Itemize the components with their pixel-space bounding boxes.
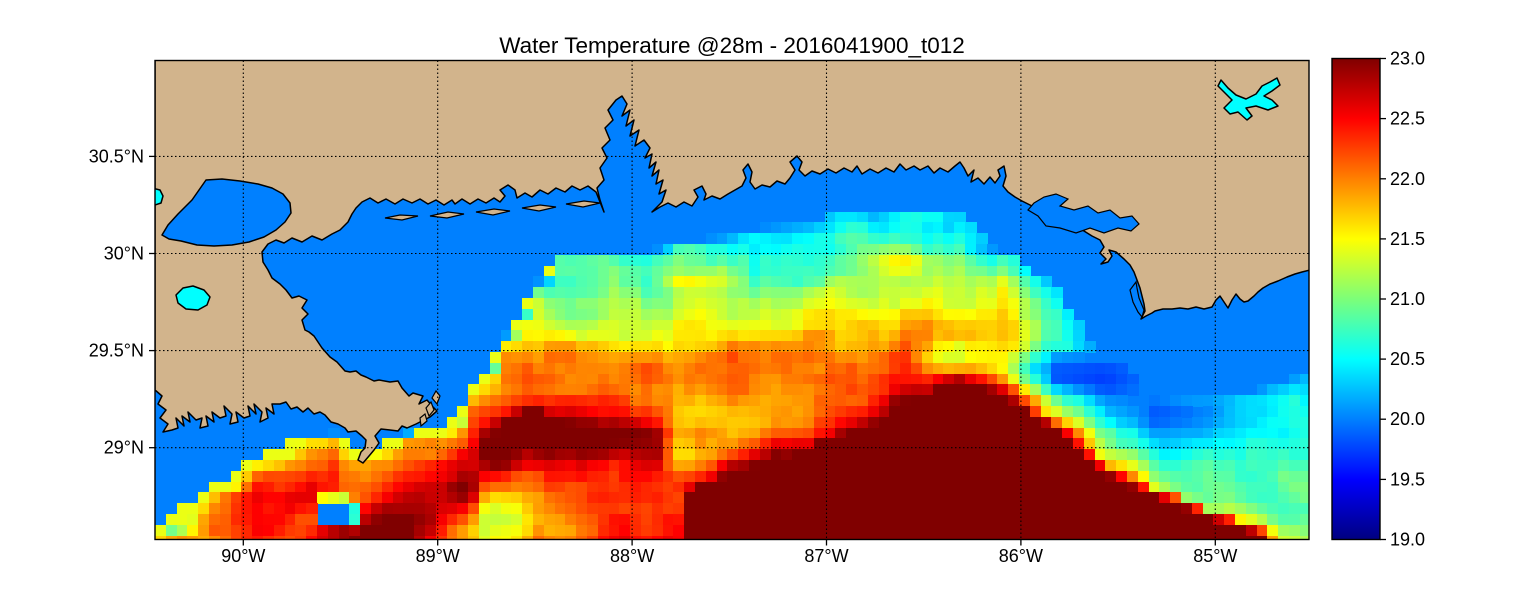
svg-text:85°W: 85°W [1193,546,1237,566]
svg-text:23.0: 23.0 [1390,49,1425,69]
svg-text:21.5: 21.5 [1390,229,1425,249]
svg-text:88°W: 88°W [610,546,654,566]
svg-text:22.5: 22.5 [1390,109,1425,129]
svg-text:19.0: 19.0 [1390,530,1425,550]
svg-text:90°W: 90°W [221,546,265,566]
svg-text:86°W: 86°W [999,546,1043,566]
svg-text:29.5°N: 29.5°N [89,341,144,361]
svg-text:30.5°N: 30.5°N [89,146,144,166]
svg-text:19.5: 19.5 [1390,469,1425,489]
svg-text:Water Temperature @28m - 20160: Water Temperature @28m - 2016041900_t012 [499,33,965,58]
svg-text:29°N: 29°N [104,438,144,458]
svg-text:89°W: 89°W [416,546,460,566]
svg-text:22.0: 22.0 [1390,169,1425,189]
svg-text:20.0: 20.0 [1390,409,1425,429]
svg-text:21.0: 21.0 [1390,289,1425,309]
svg-text:20.5: 20.5 [1390,349,1425,369]
svg-text:30°N: 30°N [104,244,144,264]
svg-text:87°W: 87°W [804,546,848,566]
